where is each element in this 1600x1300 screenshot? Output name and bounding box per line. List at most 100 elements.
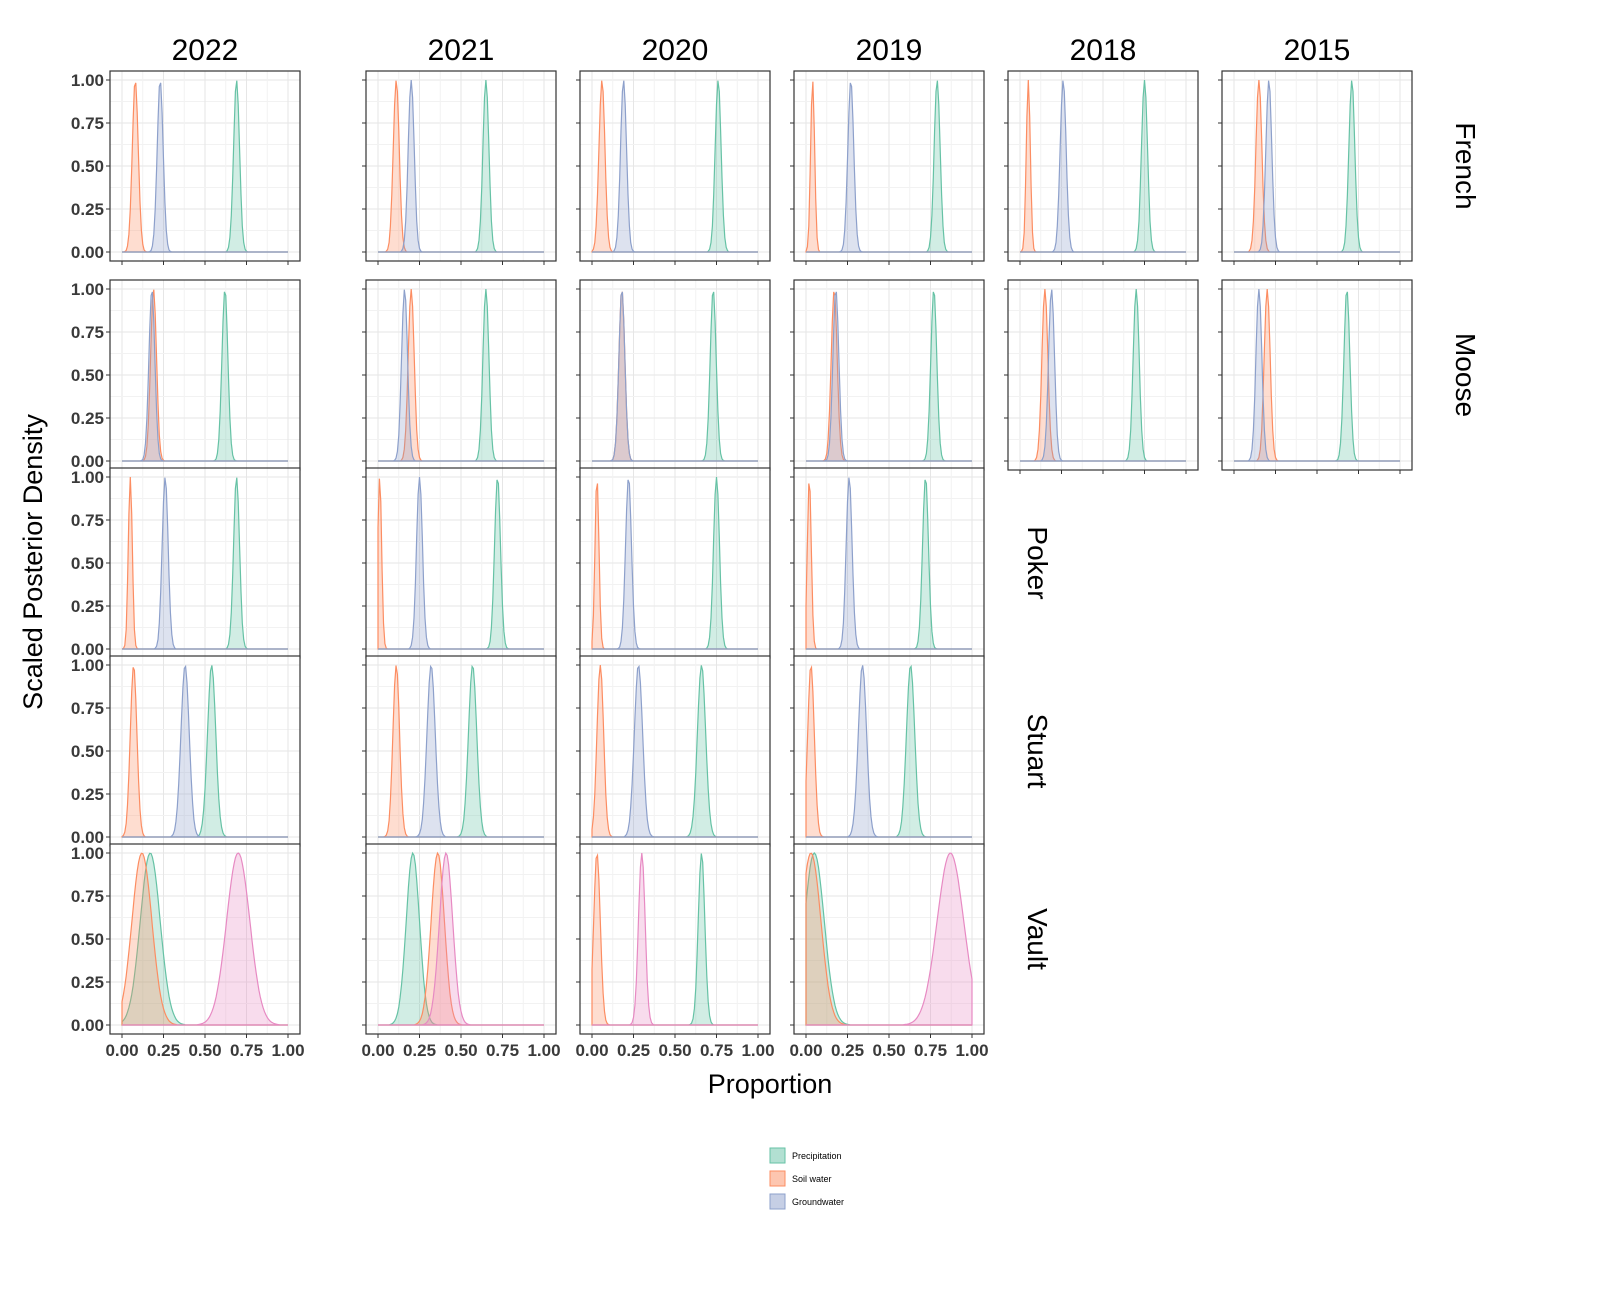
y-axis-title: Scaled Posterior Density (18, 414, 48, 710)
density-groundwater-poker-2021 (378, 476, 544, 650)
y-tick-label: 0.00 (71, 1016, 104, 1035)
y-tick-label: 1.00 (71, 468, 104, 487)
density-groundwater-stuart-2021 (378, 664, 544, 838)
panel-moose-2021 (362, 279, 557, 474)
panel-french-2021 (362, 70, 557, 265)
panel-poker-2021 (362, 467, 557, 662)
x-tick-label: 0.00 (575, 1041, 608, 1060)
y-tick-label: 0.50 (71, 366, 104, 385)
panel-french-2015 (1218, 70, 1413, 265)
y-tick-label: 0.00 (71, 452, 104, 471)
density-groundwater-vault-2020 (592, 852, 758, 1026)
panel-vault-2020: 0.00 0.25 0.50 0.75 1.00 (575, 843, 775, 1060)
panel-stuart-2019 (790, 655, 985, 850)
y-tick-label: 1.00 (71, 844, 104, 863)
panel-french-2020 (576, 70, 771, 265)
density-groundwater-vault-2022 (122, 852, 288, 1026)
panel-vault-2019: 0.00 0.25 0.50 0.75 1.00 (789, 843, 989, 1060)
y-tick-label: 0.25 (71, 597, 104, 616)
facet-label-vault: Vault (1022, 908, 1053, 970)
legend-swatch-precipitation (769, 1147, 786, 1164)
x-tick-label: 0.75 (914, 1041, 947, 1060)
density-groundwater-french-2018 (1020, 80, 1186, 253)
x-tick-label: 1.00 (527, 1041, 560, 1060)
facet-label-2020: 2020 (642, 34, 709, 67)
x-tick-label: 0.25 (831, 1041, 864, 1060)
facet-label-2021: 2021 (428, 34, 495, 67)
x-axis-title: Proportion (708, 1069, 833, 1099)
density-groundwater-moose-2019 (806, 291, 972, 462)
density-groundwater-stuart-2020 (592, 664, 758, 838)
x-tick-label: 1.00 (271, 1041, 304, 1060)
density-groundwater-moose-2021 (378, 289, 544, 462)
panel-moose-2022: 0.00 0.25 0.50 0.75 1.00 (71, 279, 301, 474)
panel-poker-2020 (576, 467, 771, 662)
legend-label-soil-water: Soil water (792, 1174, 832, 1184)
panel-grid: 2022 2021 2020 2019 2018 2015 French Moose Poker… (71, 34, 1481, 1060)
panel-french-2018 (1004, 70, 1199, 265)
y-tick-label: 0.50 (71, 157, 104, 176)
legend: Precipitation Soil water Groundwater (769, 1147, 844, 1210)
density-groundwater-moose-2022 (122, 291, 288, 462)
panel-stuart-2020 (576, 655, 771, 850)
y-tick-label: 0.25 (71, 973, 104, 992)
panel-vault-2021: 0.00 0.25 0.50 0.75 1.00 (361, 843, 561, 1060)
y-tick-label: 0.25 (71, 409, 104, 428)
x-tick-label: 0.50 (444, 1041, 477, 1060)
density-groundwater-vault-2021 (378, 851, 544, 1026)
y-tick-label: 0.75 (71, 511, 104, 530)
panel-stuart-2022: 0.00 0.25 0.50 0.75 1.00 (71, 655, 301, 850)
x-tick-label: 0.00 (105, 1041, 138, 1060)
panel-moose-2018 (1004, 279, 1199, 474)
x-tick-label: 0.00 (789, 1041, 822, 1060)
panel-moose-2020 (576, 279, 771, 474)
y-tick-label: 0.75 (71, 887, 104, 906)
density-groundwater-french-2015 (1234, 80, 1400, 253)
density-groundwater-poker-2020 (592, 479, 758, 650)
density-groundwater-stuart-2019 (806, 665, 972, 838)
legend-label-precipitation: Precipitation (792, 1151, 842, 1161)
y-tick-label: 0.75 (71, 323, 104, 342)
density-groundwater-poker-2019 (806, 477, 972, 650)
facet-label-poker: Poker (1022, 526, 1053, 599)
y-tick-label: 1.00 (71, 71, 104, 90)
y-tick-label: 0.50 (71, 930, 104, 949)
panel-moose-2019 (790, 279, 985, 474)
y-tick-label: 0.25 (71, 785, 104, 804)
y-tick-label: 0.00 (71, 243, 104, 262)
x-tick-label: 0.25 (147, 1041, 180, 1060)
facet-label-2015: 2015 (1284, 34, 1351, 67)
x-tick-label: 0.50 (188, 1041, 221, 1060)
x-tick-label: 0.75 (700, 1041, 733, 1060)
legend-label-groundwater: Groundwater (792, 1197, 844, 1207)
x-tick-label: 0.50 (658, 1041, 691, 1060)
y-tick-label: 1.00 (71, 280, 104, 299)
legend-swatch-groundwater (769, 1193, 786, 1210)
facet-label-2019: 2019 (856, 34, 923, 67)
y-tick-label: 0.50 (71, 742, 104, 761)
facet-label-2018: 2018 (1070, 34, 1137, 67)
y-tick-label: 0.25 (71, 200, 104, 219)
x-tick-label: 1.00 (741, 1041, 774, 1060)
density-groundwater-french-2021 (378, 79, 544, 253)
y-tick-label: 0.75 (71, 114, 104, 133)
x-tick-label: 0.75 (486, 1041, 519, 1060)
density-groundwater-moose-2018 (1020, 289, 1186, 462)
x-tick-label: 0.25 (617, 1041, 650, 1060)
density-groundwater-french-2020 (592, 80, 758, 253)
density-groundwater-moose-2020 (592, 291, 758, 462)
x-tick-label: 0.00 (361, 1041, 394, 1060)
facet-label-2022: 2022 (172, 34, 239, 67)
x-tick-label: 0.75 (230, 1041, 263, 1060)
density-groundwater-poker-2022 (122, 477, 288, 650)
y-tick-label: 0.75 (71, 699, 104, 718)
facet-label-stuart: Stuart (1022, 714, 1053, 789)
panel-vault-2022: 0.00 0.25 0.50 0.75 1.00 0.00 0.25 0.50 0.75 1.00 (71, 843, 305, 1060)
y-tick-label: 0.50 (71, 554, 104, 573)
density-groundwater-french-2022 (122, 82, 288, 253)
x-tick-label: 0.25 (403, 1041, 436, 1060)
panel-poker-2022: 0.00 0.25 0.50 0.75 1.00 (71, 467, 301, 662)
legend-swatch-soil-water (769, 1170, 786, 1187)
panel-moose-2015 (1218, 279, 1413, 474)
facet-label-moose: Moose (1450, 333, 1481, 417)
